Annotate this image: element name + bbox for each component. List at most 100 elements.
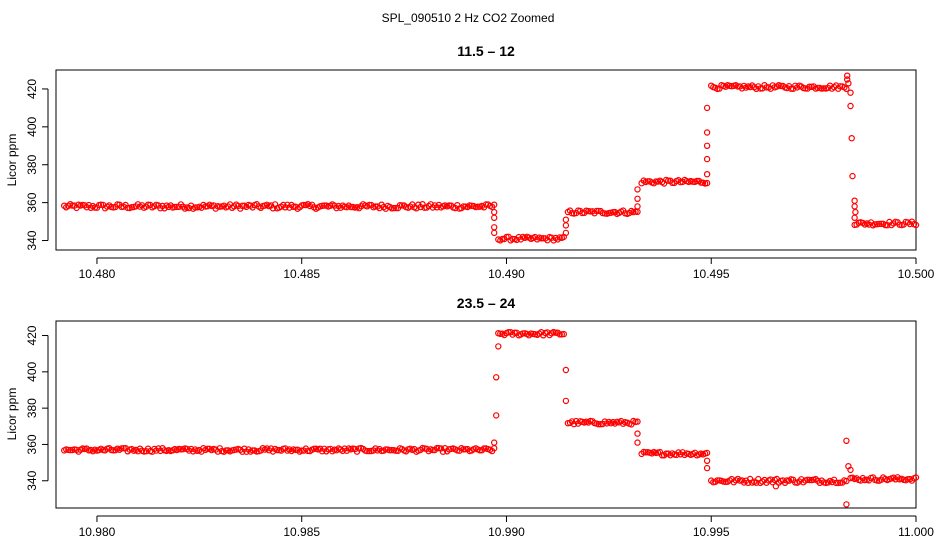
data-point [509,235,516,243]
data-point [634,195,641,202]
data-point [222,447,230,454]
data-point [433,444,441,452]
data-point [703,129,711,136]
data-point [124,204,131,212]
data-point [67,446,74,454]
data-point [844,76,851,83]
data-point [849,172,856,180]
x-tick-label: 10.495 [693,267,730,281]
data-point [852,208,859,216]
data-point [689,178,697,185]
y-tick-label: 360 [25,434,39,454]
y-tick-label: 360 [25,192,39,212]
data-point [787,85,795,92]
data-point [912,221,920,229]
data-point [843,477,850,485]
data-point [493,412,500,419]
y-tick-label: 380 [25,398,39,418]
x-tick-label: 10.480 [79,267,116,281]
data-point [878,220,885,227]
data-point [171,203,178,211]
data-point [634,418,641,425]
data-point [844,72,851,79]
data-point [703,179,711,187]
data-point [644,178,652,185]
y-tick-label: 340 [25,230,39,250]
data-point [642,449,649,456]
data-point [652,178,660,185]
y-tick-label: 340 [25,470,39,490]
data-point [832,479,840,487]
data-point [912,474,920,481]
panel-2-y-axis: 340 360 380 400 420 [25,325,49,491]
x-tick-label: 10.985 [283,525,320,539]
data-point [703,170,711,178]
data-point [697,179,705,186]
panel-2-series-points [60,328,920,508]
data-point [491,208,498,216]
data-point [562,222,570,229]
x-tick-label: 10.990 [488,525,525,539]
data-point [703,142,711,149]
data-point [843,437,850,444]
x-tick-label: 10.490 [488,267,525,281]
data-point [474,203,481,210]
data-point [847,466,854,474]
data-point [851,214,858,221]
panel-1-title: 11.5 – 12 [457,43,515,59]
panel-2-x-axis: 10.980 10.985 10.990 10.995 11.000 [79,515,934,539]
data-point [491,439,498,446]
data-point [703,464,711,472]
data-point [204,445,211,452]
data-point [847,102,854,110]
data-point [386,447,393,454]
y-tick-label: 420 [25,325,39,345]
data-point [595,421,602,428]
data-point [191,204,199,211]
data-point [273,446,281,454]
x-tick-label: 10.995 [693,525,730,539]
data-point [875,220,883,228]
data-point [904,476,912,483]
data-point [491,214,498,221]
data-point [482,201,490,208]
data-point [491,224,498,231]
data-point [851,197,858,204]
data-point [714,477,721,484]
panel-1-x-axis: 10.480 10.485 10.490 10.495 10.500 [79,257,935,281]
chart-panel-1: 11.5 – 12 Licor ppm 10.480 10.485 10.490 10… [5,43,935,281]
data-point [703,104,711,112]
x-tick-label: 11.000 [898,525,934,539]
data-point [851,203,858,210]
y-tick-label: 420 [25,79,39,99]
data-point [120,445,127,452]
data-point [519,330,527,337]
data-point [806,476,813,484]
panel-1-y-axis: 340 360 380 400 420 [25,79,49,251]
data-point [775,479,783,486]
data-point [845,80,852,87]
data-point [249,447,256,454]
data-point [562,397,570,405]
data-point [495,343,502,350]
panel-2-title: 23.5 – 24 [457,295,516,311]
data-point [593,207,600,215]
data-point [634,430,641,437]
figure-title: SPL_090510 2 Hz CO2 Zoomed [382,11,555,25]
data-point [757,85,764,92]
data-point [390,204,398,212]
data-point [388,446,395,454]
data-point [538,235,545,242]
data-point [491,229,498,237]
chart-panel-2: 23.5 – 24 Licor ppm 10.980 10.985 10.990 10… [5,295,934,539]
data-point [882,221,889,229]
data-point [843,85,850,93]
y-tick-label: 400 [25,362,39,382]
data-point [493,374,500,381]
y-tick-label: 400 [25,117,39,137]
panel-1-plot-frame [55,69,917,251]
data-point [364,447,371,455]
data-point [562,366,570,374]
x-tick-label: 10.485 [283,267,320,281]
